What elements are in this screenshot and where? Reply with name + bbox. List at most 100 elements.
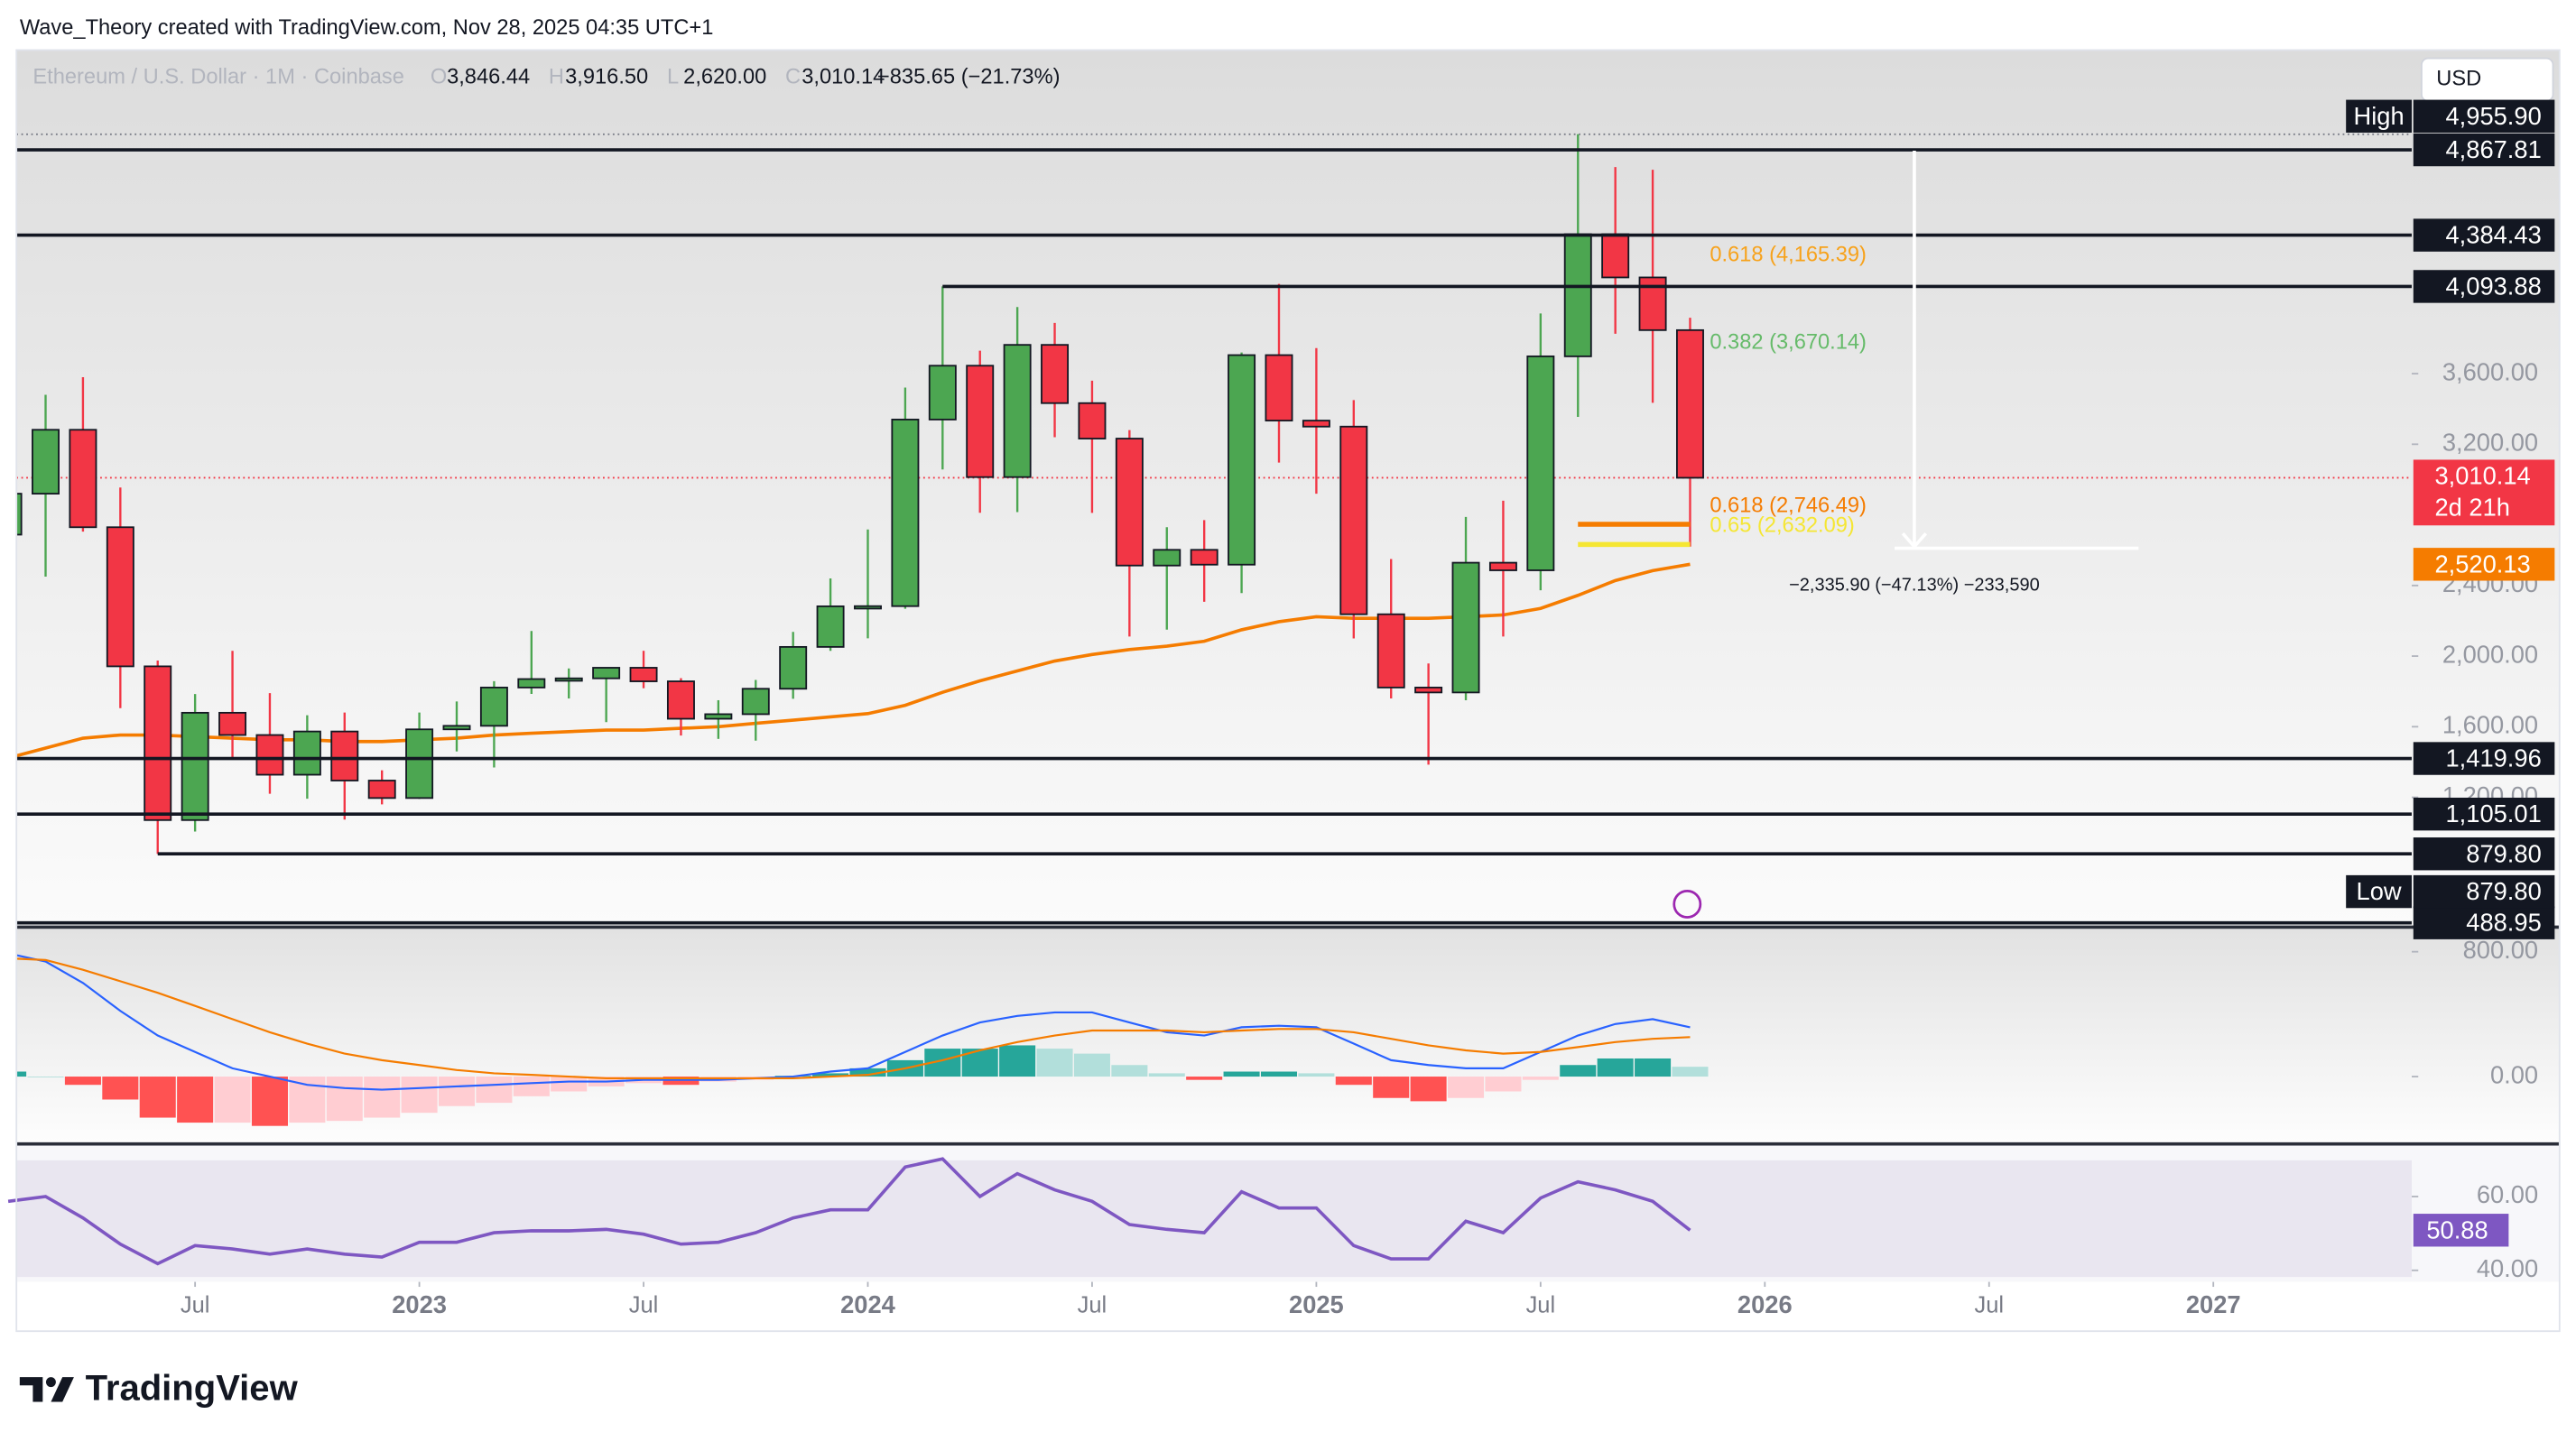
macd-histogram-bar bbox=[999, 1045, 1036, 1077]
legend-key: O bbox=[431, 66, 447, 89]
candle-body bbox=[16, 493, 23, 536]
macd-histogram-bar bbox=[1597, 1058, 1634, 1077]
level-label: 1,105.01 bbox=[2446, 800, 2542, 827]
candle-body bbox=[966, 365, 995, 478]
countdown: 2d 21h bbox=[2434, 493, 2510, 521]
symbol: Ethereum / U.S. Dollar · 1M · Coinbase bbox=[32, 66, 404, 89]
logo-shape bbox=[51, 1377, 74, 1402]
candle-body bbox=[666, 680, 695, 720]
candle-body bbox=[1601, 233, 1630, 279]
y-tick-label: 1,600.00 bbox=[2442, 711, 2538, 739]
credit: Wave_Theory created with TradingView.com… bbox=[20, 16, 714, 40]
macd-histogram-bar bbox=[1410, 1077, 1447, 1102]
level-tag bbox=[2413, 218, 2555, 252]
legend-value: 3,846.44 bbox=[447, 66, 530, 89]
extreme-value: 879.80 bbox=[2466, 877, 2542, 905]
macd-histogram-bar bbox=[1073, 1053, 1110, 1077]
rsi-tag bbox=[2413, 1214, 2509, 1247]
extreme-value-tag bbox=[2413, 874, 2555, 909]
candle-body bbox=[1676, 328, 1704, 479]
x-tick-label: 2023 bbox=[392, 1290, 447, 1318]
macd-histogram-bar bbox=[326, 1077, 363, 1122]
candle-body bbox=[442, 725, 471, 731]
legend-key: L bbox=[667, 66, 679, 89]
candle-body bbox=[218, 711, 247, 736]
last-price-tag bbox=[2413, 459, 2555, 526]
macd-histogram-bar bbox=[1260, 1071, 1298, 1077]
currency: USD bbox=[2436, 67, 2481, 90]
macd-histogram-bar bbox=[476, 1077, 513, 1104]
candle-body bbox=[479, 686, 508, 727]
candle-body bbox=[367, 780, 396, 800]
level-tag bbox=[2413, 797, 2555, 831]
macd-histogram-bar bbox=[1672, 1067, 1709, 1077]
macd-histogram-bar bbox=[1373, 1077, 1410, 1098]
macd-histogram-bar bbox=[1335, 1077, 1372, 1086]
macd-histogram-bar bbox=[251, 1077, 288, 1126]
candle-body bbox=[779, 645, 808, 690]
candle-body bbox=[629, 667, 658, 682]
legend-value: 3,010.14 bbox=[802, 66, 885, 89]
candle-body bbox=[592, 667, 621, 679]
brand-logo bbox=[19, 1377, 74, 1402]
fib-label: 0.65 (2,632.09) bbox=[1710, 514, 1854, 538]
macd-histogram-bar bbox=[289, 1077, 326, 1123]
moving-average bbox=[16, 562, 1691, 758]
macd-histogram-bar bbox=[1186, 1077, 1223, 1080]
macd-histogram-bar bbox=[401, 1077, 438, 1114]
extreme-tag-label: High bbox=[2354, 102, 2405, 130]
level-tag bbox=[2413, 837, 2555, 871]
x-tick-label: 2024 bbox=[840, 1290, 896, 1318]
macd-histogram-bar bbox=[1298, 1073, 1335, 1077]
candle-body bbox=[255, 734, 284, 776]
macd-histogram-bar bbox=[849, 1068, 886, 1077]
candle-body bbox=[106, 526, 134, 668]
level-tag bbox=[2413, 742, 2555, 775]
price-pane bbox=[16, 50, 2560, 926]
x-tick-label: Jul bbox=[1974, 1293, 2004, 1318]
macd-histogram-bar bbox=[1036, 1049, 1073, 1077]
x-tick-label: Jul bbox=[1526, 1293, 1556, 1318]
macd-tick-label: 800.00 bbox=[2463, 936, 2539, 964]
level-label: 4,093.88 bbox=[2446, 272, 2542, 300]
extreme-tag-label: Low bbox=[2357, 877, 2402, 905]
candle-body bbox=[1376, 613, 1405, 689]
logo-shape bbox=[45, 1377, 56, 1388]
macd-pane bbox=[16, 929, 2560, 1142]
level-label: 4,384.43 bbox=[2446, 221, 2542, 249]
candle-body bbox=[1078, 402, 1107, 439]
candle-body bbox=[704, 713, 733, 720]
candle-body bbox=[928, 365, 957, 421]
rsi-tag-label: 50.88 bbox=[2426, 1216, 2488, 1243]
candle-body bbox=[292, 730, 321, 776]
time-axis bbox=[16, 1281, 2560, 1332]
extreme-tag bbox=[2346, 874, 2412, 909]
candle-body bbox=[1302, 420, 1330, 428]
candle-body bbox=[1265, 354, 1293, 422]
candle-body bbox=[32, 429, 60, 495]
x-tick-label: 2025 bbox=[1289, 1290, 1344, 1318]
macd-histogram-bar bbox=[1560, 1065, 1597, 1077]
candle-body bbox=[1228, 354, 1256, 566]
level-label: 1,419.96 bbox=[2446, 744, 2542, 772]
macd-histogram-bar bbox=[438, 1077, 476, 1106]
macd-histogram-bar bbox=[1223, 1071, 1260, 1077]
macd-histogram-bar bbox=[214, 1077, 251, 1123]
macd-histogram-bar bbox=[16, 1071, 27, 1077]
legend-value: 2,620.00 bbox=[683, 66, 766, 89]
fib-label: 0.382 (3,670.14) bbox=[1710, 331, 1867, 355]
extreme-value-tag bbox=[2413, 99, 2555, 133]
rsi-band bbox=[16, 1160, 2412, 1278]
logo-shape bbox=[19, 1377, 43, 1402]
last-price-label: 3,010.14 bbox=[2434, 462, 2530, 490]
chart-border bbox=[15, 49, 2561, 1333]
candle-body bbox=[181, 711, 209, 821]
macd-histogram-bar bbox=[364, 1077, 401, 1118]
x-tick-label: Jul bbox=[1078, 1293, 1107, 1318]
candle-body bbox=[1526, 355, 1555, 571]
macd-histogram-bar bbox=[1635, 1058, 1672, 1077]
brand: TradingView bbox=[86, 1368, 299, 1408]
candle-body bbox=[1041, 344, 1070, 404]
candle-body bbox=[741, 688, 770, 716]
